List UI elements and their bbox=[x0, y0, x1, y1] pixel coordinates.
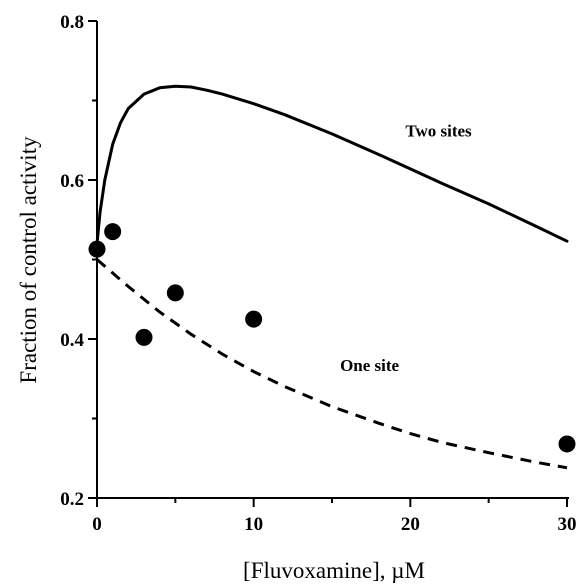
two-sites-curve bbox=[95, 84, 569, 246]
y-tick-label: 0.2 bbox=[60, 489, 84, 510]
axes: 0.2 0.4 0.6 0.8 0 10 20 30 bbox=[60, 12, 576, 535]
y-tick-label: 0.6 bbox=[60, 171, 84, 192]
data-points bbox=[88, 223, 576, 453]
data-point bbox=[558, 435, 576, 453]
annotations: Two sites One site bbox=[340, 121, 472, 375]
data-point bbox=[88, 240, 106, 258]
data-point bbox=[135, 328, 153, 346]
data-point bbox=[104, 223, 122, 241]
fit-curves bbox=[95, 84, 569, 470]
x-tick-label: 10 bbox=[244, 514, 263, 535]
data-point bbox=[166, 284, 184, 302]
y-axis-title: Fraction of control activity bbox=[16, 136, 41, 384]
y-tick-label: 0.8 bbox=[60, 12, 84, 33]
curve-label: One site bbox=[340, 356, 399, 375]
curve-label: Two sites bbox=[405, 121, 472, 140]
x-tick-label: 20 bbox=[401, 514, 420, 535]
x-tick-label: 0 bbox=[92, 514, 102, 535]
data-point bbox=[245, 310, 263, 328]
x-tick-label: 30 bbox=[558, 514, 577, 535]
x-axis-title: [Fluvoxamine], µM bbox=[243, 558, 425, 583]
y-tick-label: 0.4 bbox=[60, 330, 84, 351]
one-site-curve bbox=[96, 258, 568, 470]
